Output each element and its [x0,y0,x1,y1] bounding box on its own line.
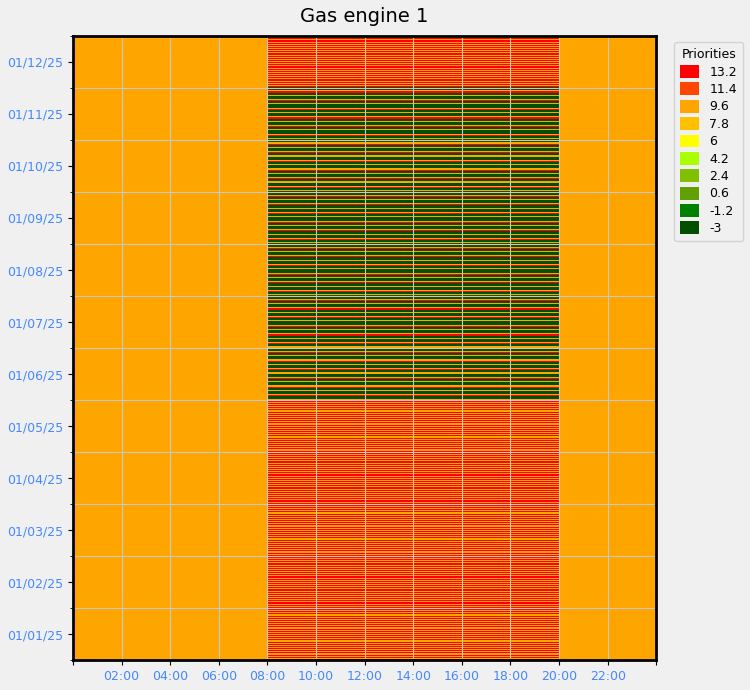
Legend: 13.2, 11.4, 9.6, 7.8, 6, 4.2, 2.4, 0.6, -1.2, -3: 13.2, 11.4, 9.6, 7.8, 6, 4.2, 2.4, 0.6, … [674,42,743,242]
Title: Gas engine 1: Gas engine 1 [301,7,429,26]
